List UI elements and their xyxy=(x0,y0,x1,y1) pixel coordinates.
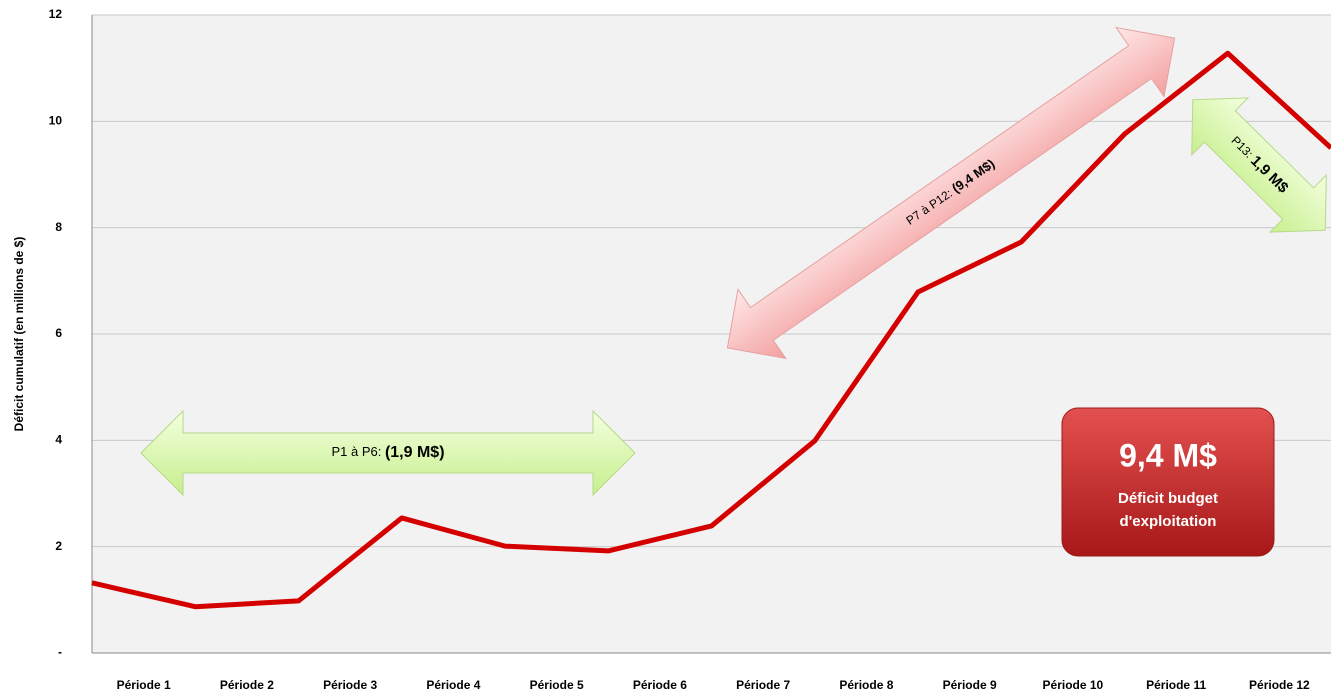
arrow-shape xyxy=(1191,97,1327,233)
x-tick-label: Période 10 xyxy=(1043,678,1104,692)
x-tick-label: Période 5 xyxy=(530,678,584,692)
y-tick-label: 4 xyxy=(55,433,62,447)
callout-line: d'exploitation xyxy=(1120,513,1217,530)
data-line xyxy=(91,50,1331,610)
x-tick-label: Période 11 xyxy=(1146,678,1206,692)
x-tick-label: Période 6 xyxy=(633,678,687,692)
annotation-text: P1 à P6: xyxy=(331,444,384,459)
y-tick-label: 6 xyxy=(55,326,62,340)
y-axis-label: Déficit cumulatif (en millions de $) xyxy=(12,237,26,432)
plot xyxy=(91,50,1331,610)
x-tick-label: Période 1 xyxy=(117,678,171,692)
y-tick-label: 8 xyxy=(55,220,62,234)
x-tick-label: Période 9 xyxy=(943,678,997,692)
x-tick-label: Période 3 xyxy=(323,678,377,692)
y-tick-label: 12 xyxy=(49,7,63,21)
arrow-p13: P13: 1,9 M$ xyxy=(1191,97,1327,233)
callout-box xyxy=(1061,407,1275,557)
callout-line: Déficit budget xyxy=(1118,490,1218,507)
y-tick-label: - xyxy=(58,645,62,659)
y-tick-label: 2 xyxy=(55,539,62,553)
y-tick-label: 10 xyxy=(49,114,63,128)
x-tick-label: Période 4 xyxy=(426,678,480,692)
arrow-shape xyxy=(140,409,636,497)
arrow-p1-p6: P1 à P6: (1,9 M$) xyxy=(140,409,636,497)
callout-value: 9,4 M$ xyxy=(1119,437,1217,473)
annotation: P1 à P6: (1,9 M$) xyxy=(331,444,444,461)
x-tick-label: Période 8 xyxy=(839,678,893,692)
arrow-shape xyxy=(726,26,1176,360)
annotation-bold: (1,9 M$) xyxy=(385,444,445,461)
x-tick-label: Période 7 xyxy=(736,678,790,692)
x-tick-label: Période 12 xyxy=(1249,678,1310,692)
x-tick-label: Période 2 xyxy=(220,678,274,692)
callout: 9,4 M$ Déficit budget d'exploitation xyxy=(1061,407,1275,557)
